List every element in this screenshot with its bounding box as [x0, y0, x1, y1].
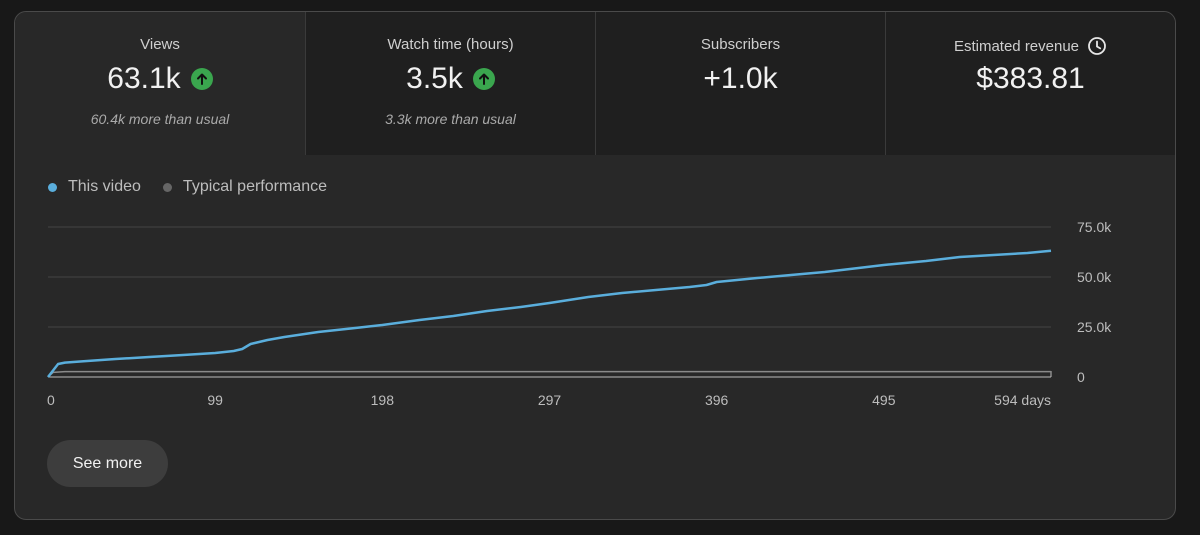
x-tick-label: 396 [705, 392, 729, 408]
metric-tab-watch-time-hours[interactable]: Watch time (hours) 3.5k 3.3k more than usu… [306, 12, 596, 155]
metric-label-row: Subscribers [596, 36, 885, 53]
x-tick-label: 0 [47, 392, 55, 408]
legend-item-this-video[interactable]: This video [48, 178, 141, 196]
metric-label-wrap: Subscribers [701, 36, 780, 53]
metric-value-row: 3.5k [306, 62, 595, 96]
x-tick-label: 495 [872, 392, 896, 408]
clock-icon[interactable] [1087, 36, 1107, 56]
y-tick-label: 75.0k [1077, 219, 1112, 235]
y-tick-label: 50.0k [1077, 269, 1112, 285]
metric-label: Subscribers [700, 36, 781, 53]
metric-label-wrap: Watch time (hours) [387, 36, 513, 53]
y-tick-label: 25.0k [1077, 319, 1112, 335]
arrow-up-icon [190, 68, 213, 90]
x-tick-label: 297 [538, 392, 562, 408]
chart-legend: This video Typical performance [48, 178, 327, 196]
metric-value-row: +1.0k [596, 62, 885, 96]
metric-value: +1.0k [703, 62, 778, 95]
metric-tab-subscribers[interactable]: Subscribers +1.0k [596, 12, 886, 155]
metric-label: Watch time (hours) [387, 36, 514, 53]
series-line-this-video [47, 249, 1052, 378]
legend-item-typical-performance[interactable]: Typical performance [162, 178, 327, 196]
y-tick-label: 0 [1077, 369, 1085, 385]
metric-label: Views [140, 36, 180, 53]
x-tick-label: 594 days [994, 392, 1051, 408]
see-more-button[interactable]: See more [47, 440, 168, 487]
metric-label-wrap: Estimated revenue [954, 36, 1107, 56]
metric-value: 63.1k [107, 62, 181, 95]
metric-comparison: 3.3k more than usual [385, 111, 516, 127]
typical-performance-dot-icon [162, 182, 172, 192]
metric-value: 3.5k [406, 62, 463, 95]
x-tick-label: 198 [371, 392, 395, 408]
metric-value-row: $383.81 [886, 62, 1175, 96]
metric-value: $383.81 [976, 62, 1085, 95]
views-line-chart: 0 25.0k 50.0k 75.0k 0 99 198 297 396 495 594 days [47, 219, 1112, 408]
metric-value-row: 63.1k [15, 62, 305, 96]
metric-label: Estimated revenue [953, 37, 1080, 55]
arrow-up-icon [472, 68, 495, 90]
legend-label-this-video: This video [68, 178, 141, 195]
video-analytics-card: Views 63.1k 60.4k more than usual Watch tim… [14, 11, 1176, 520]
x-tick-label: 99 [207, 392, 223, 408]
metric-label-row: Views [15, 36, 305, 53]
metric-tab-estimated-revenue[interactable]: Estimated revenue $383.81 [886, 12, 1175, 155]
metric-label-row: Watch time (hours) [306, 36, 595, 53]
metric-tabs: Views 63.1k 60.4k more than usual Watch tim… [15, 12, 1175, 155]
this-video-dot-icon [48, 182, 57, 192]
legend-label-typical-performance: Typical performance [182, 178, 327, 195]
metric-tab-views[interactable]: Views 63.1k 60.4k more than usual [15, 12, 306, 155]
metric-label-wrap: Views [140, 36, 180, 53]
metric-label-row: Estimated revenue [886, 36, 1175, 56]
metric-comparison: 60.4k more than usual [90, 111, 230, 127]
series-line-typical-performance [47, 370, 1051, 378]
